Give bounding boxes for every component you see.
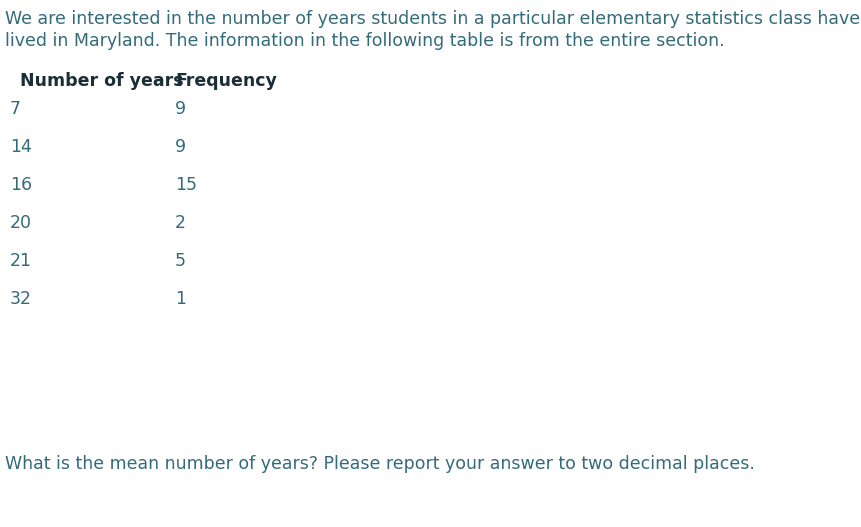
Text: 2: 2 [175,214,186,232]
Text: 16: 16 [10,176,32,194]
Text: 9: 9 [175,138,186,156]
Text: 14: 14 [10,138,32,156]
Text: What is the mean number of years? Please report your answer to two decimal place: What is the mean number of years? Please… [5,455,755,473]
Text: 21: 21 [10,252,32,270]
Text: 7: 7 [10,100,21,118]
Text: We are interested in the number of years students in a particular elementary sta: We are interested in the number of years… [5,10,860,28]
Text: 1: 1 [175,290,186,308]
Text: 5: 5 [175,252,186,270]
Text: Number of years: Number of years [20,72,183,90]
Text: 9: 9 [175,100,186,118]
Text: 32: 32 [10,290,32,308]
Text: 20: 20 [10,214,32,232]
Text: 15: 15 [175,176,197,194]
Text: Frequency: Frequency [175,72,277,90]
Text: lived in Maryland. The information in the following table is from the entire sec: lived in Maryland. The information in th… [5,32,725,50]
